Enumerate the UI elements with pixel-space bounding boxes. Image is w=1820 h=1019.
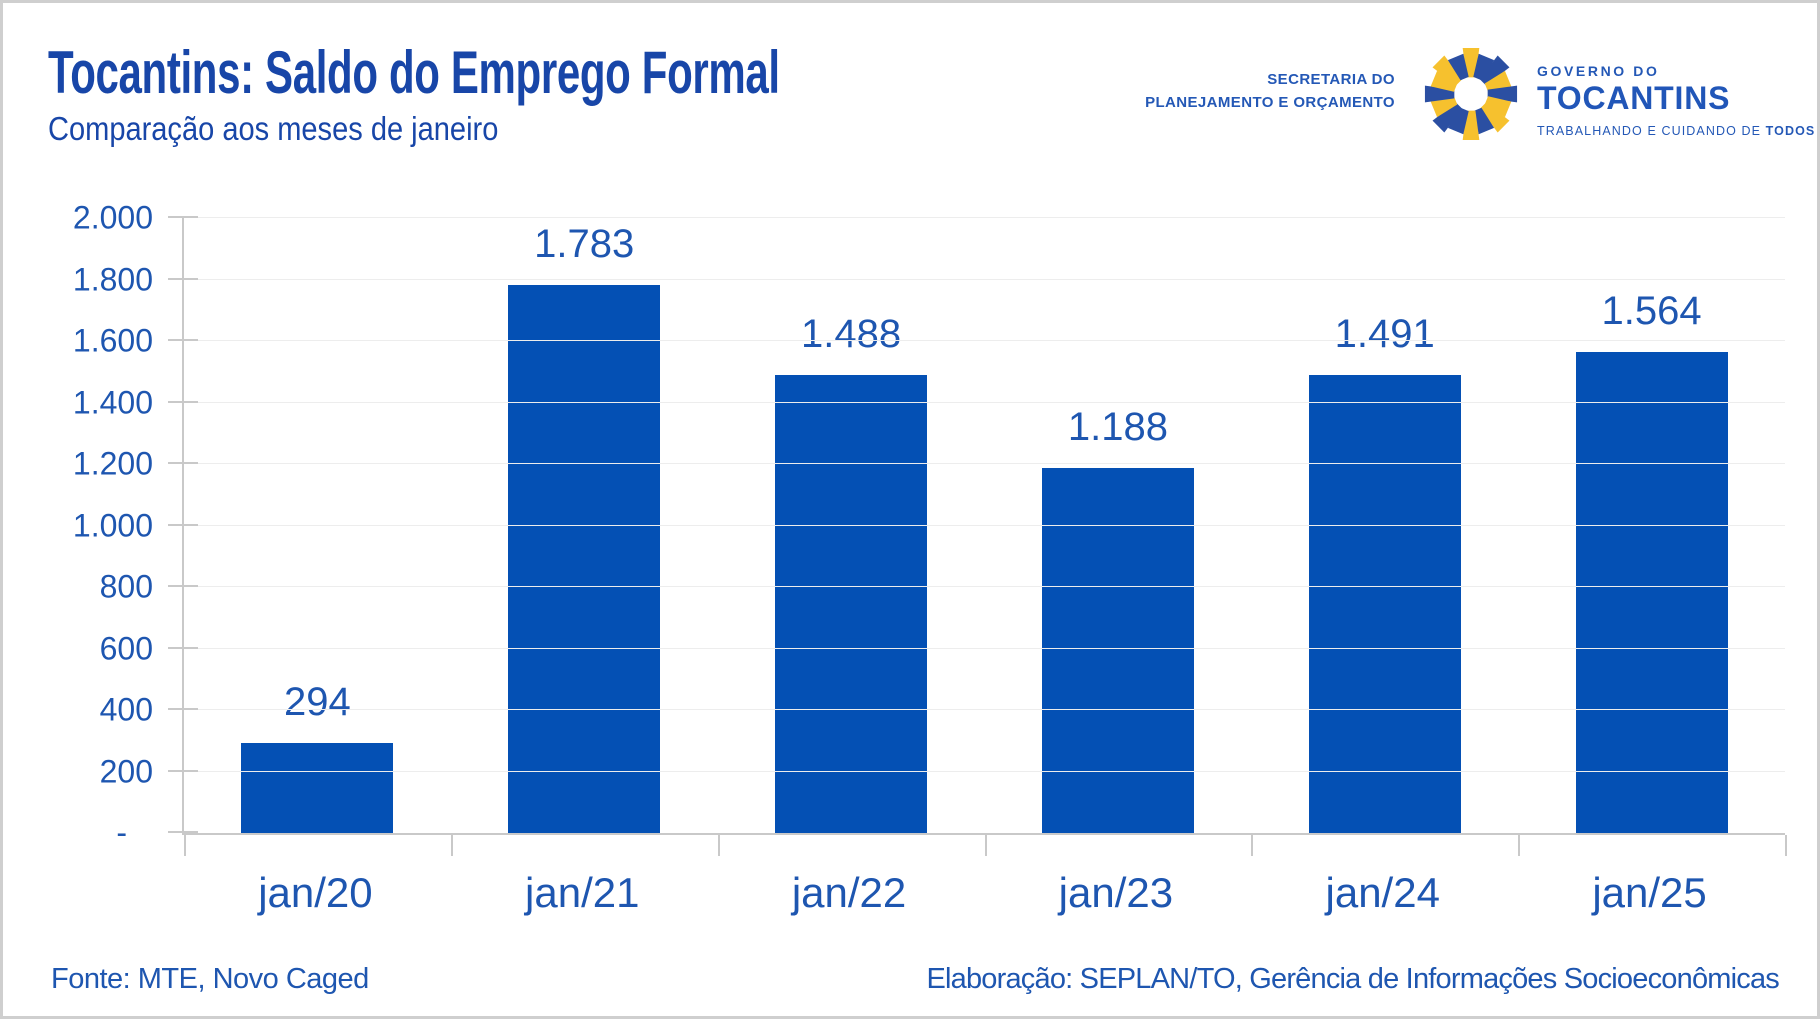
gridline (184, 278, 1785, 280)
y-tick-mark (168, 646, 198, 649)
tagline-bold-text: TODOS (1765, 124, 1816, 138)
plot-area: 294 1.783 1.488 1.188 1.491 1.564 (168, 216, 1787, 856)
bar-slot: 1.491 (1251, 218, 1518, 833)
gridline (184, 463, 1785, 464)
y-tick-label: 1.600 (72, 322, 153, 359)
bar-jan-24 (1308, 374, 1461, 833)
y-tick-mark (168, 400, 198, 403)
x-tick-mark (984, 835, 987, 856)
gridline (184, 770, 1785, 772)
bar-slot: 1.188 (984, 218, 1251, 833)
bar-value-label: 1.783 (534, 221, 635, 266)
bar-jan-23 (1041, 467, 1194, 833)
x-tick-label: jan/23 (1058, 869, 1174, 916)
tocantins-wordmark: TOCANTINS (1537, 80, 1731, 116)
bar-slot: 294 (184, 218, 451, 833)
x-tick-mark (1518, 835, 1521, 856)
y-tick-mark (168, 216, 198, 218)
gridline (184, 709, 1785, 710)
page-subtitle: Comparação aos meses de janeiro (48, 110, 499, 147)
tagline-text: TRABALHANDO E CUIDANDO DE (1537, 124, 1766, 138)
y-tick-label: 1.200 (72, 445, 153, 482)
bar-value-label: 294 (284, 679, 351, 724)
x-axis-labels: jan/20 jan/21 jan/22 jan/23 jan/24 jan/25 (182, 869, 1783, 917)
header: Tocantins: Saldo do Emprego Formal Compa… (48, 41, 1093, 148)
gridline (184, 217, 1785, 218)
x-tick-mark (184, 835, 186, 856)
y-tick-mark (168, 339, 198, 341)
tocantins-sunburst-logo-icon (1424, 47, 1518, 141)
source-note: Fonte: MTE, Novo Caged (51, 963, 369, 995)
sunburst-ray (1447, 53, 1469, 81)
secretaria-label: SECRETARIA DO PLANEJAMENTO E ORÇAMENTO (1145, 69, 1395, 114)
bar-jan-20 (241, 742, 394, 833)
bar-series: 294 1.783 1.488 1.188 1.491 1.564 (184, 218, 1785, 833)
bar-jan-21 (508, 284, 661, 833)
gridline (184, 340, 1785, 341)
sunburst-ray (1430, 70, 1458, 92)
y-axis-labels: 2.000 1.800 1.600 1.400 1.200 1.000 800 600 400 2… (3, 200, 153, 851)
sunburst-ray (1473, 107, 1495, 135)
gridline (184, 401, 1785, 403)
y-tick-label: - (116, 814, 127, 851)
gridline (184, 586, 1785, 587)
governo-do-label: GOVERNO DO (1537, 63, 1660, 79)
sunburst-ray (1479, 55, 1510, 86)
y-tick-mark (168, 462, 198, 464)
y-tick-label: 200 (99, 753, 153, 789)
x-tick-label: jan/25 (1592, 869, 1707, 916)
x-tick-mark (717, 835, 720, 856)
x-tick-mark (1785, 835, 1787, 856)
sunburst-ray (1430, 96, 1458, 118)
page-title: Tocantins: Saldo do Emprego Formal (48, 39, 780, 106)
bar-jan-25 (1575, 352, 1728, 833)
bar-value-label: 1.564 (1601, 289, 1702, 334)
sunburst-ray (1432, 55, 1463, 86)
y-tick-label: 1.800 (72, 261, 153, 297)
y-tick-mark (168, 708, 198, 710)
secretaria-line2: PLANEJAMENTO E ORÇAMENTO (1145, 93, 1395, 111)
gridline (184, 647, 1785, 649)
y-tick-mark (168, 585, 198, 587)
y-tick-label: 400 (99, 691, 153, 728)
sunburst-ray (1447, 107, 1469, 135)
sunburst-ray (1484, 70, 1512, 92)
bar-slot: 1.564 (1518, 218, 1785, 833)
sunburst-ray (1432, 102, 1463, 133)
elaboration-note: Elaboração: SEPLAN/TO, Gerência de Infor… (926, 963, 1779, 995)
sunburst-ray (1479, 102, 1510, 133)
y-tick-mark (168, 523, 198, 526)
x-tick-label: jan/20 (258, 869, 373, 916)
bar-value-label: 1.491 (1334, 311, 1435, 356)
y-tick-mark (168, 769, 198, 772)
y-tick-label: 1.400 (72, 384, 153, 420)
bar-jan-22 (775, 375, 928, 833)
y-tick-label: 600 (99, 630, 153, 666)
x-tick-mark (450, 835, 453, 856)
bar-value-label: 1.488 (801, 312, 902, 357)
y-tick-label: 2.000 (72, 199, 153, 236)
y-tick-mark (168, 277, 198, 280)
sunburst-ray (1484, 96, 1512, 118)
y-tick-mark (168, 831, 198, 833)
y-tick-label: 1.000 (72, 507, 153, 543)
x-tick-mark (1251, 835, 1254, 856)
secretaria-line1: SECRETARIA DO (1267, 71, 1395, 88)
tagline: TRABALHANDO E CUIDANDO DE TODOS (1537, 124, 1815, 138)
x-tick-label: jan/22 (791, 869, 907, 916)
bar-slot: 1.488 (718, 218, 985, 833)
governo-tocantins-logo: GOVERNO DO TOCANTINS TRABALHANDO E CUIDA… (1537, 63, 1815, 138)
x-tick-label: jan/21 (525, 869, 640, 916)
y-tick-label: 800 (99, 568, 153, 605)
gridline (184, 524, 1785, 526)
bar-value-label: 1.188 (1067, 404, 1168, 449)
sunburst-ray (1473, 53, 1495, 81)
bar-slot: 1.783 (451, 218, 718, 833)
x-tick-label: jan/24 (1325, 869, 1440, 916)
